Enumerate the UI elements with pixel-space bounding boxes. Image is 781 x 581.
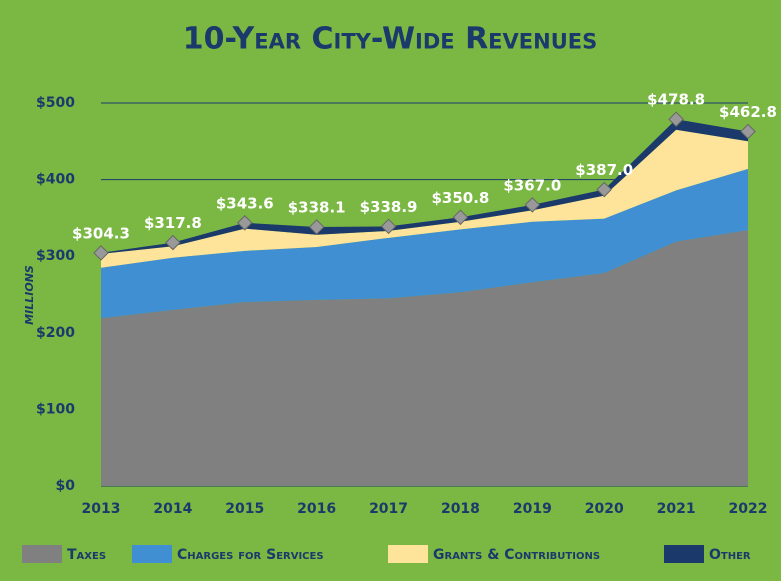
y-tick-label: $0 <box>56 478 76 494</box>
area <box>101 129 748 268</box>
legend-swatch <box>22 545 62 563</box>
x-tick-label: 2016 <box>297 501 336 517</box>
total-marker <box>93 245 109 261</box>
total-marker <box>308 219 325 235</box>
total-label: $462.8 <box>719 103 777 121</box>
total-marker <box>165 234 181 251</box>
total-label: $350.8 <box>431 189 489 207</box>
legend-swatch <box>132 545 172 563</box>
total-label: $367.0 <box>503 176 561 194</box>
total-marker <box>596 181 613 198</box>
y-tick-label: $500 <box>36 95 75 111</box>
total-label: $343.6 <box>216 194 274 212</box>
total-label: $304.3 <box>72 224 130 242</box>
x-tick-label: 2015 <box>225 501 264 517</box>
total-marker <box>452 209 469 226</box>
total-label: $338.1 <box>288 199 346 217</box>
x-tick-label: 2018 <box>441 501 480 517</box>
area <box>101 230 748 486</box>
area <box>101 168 748 319</box>
x-tick-label: 2014 <box>153 501 192 517</box>
y-tick-label: $300 <box>36 248 75 264</box>
y-tick-label: $400 <box>36 172 75 188</box>
total-marker <box>668 111 684 128</box>
total-label: $317.8 <box>144 214 202 232</box>
x-tick-label: 2022 <box>729 501 768 517</box>
total-label: $338.9 <box>360 198 418 216</box>
total-label: $478.8 <box>647 91 705 109</box>
legend-swatch <box>664 545 704 563</box>
x-tick-label: 2021 <box>657 501 696 517</box>
y-tick-label: $200 <box>36 325 75 341</box>
chart-title: 10-Year City-Wide Revenues <box>183 22 597 57</box>
total-label: $387.0 <box>575 161 633 179</box>
x-tick-label: 2017 <box>369 501 408 517</box>
legend-label: Taxes <box>67 547 106 563</box>
total-marker <box>524 197 541 213</box>
legend-label: Grants & Contributions <box>433 547 600 563</box>
y-tick-label: $100 <box>36 401 75 417</box>
x-tick-label: 2013 <box>82 501 121 517</box>
legend-label: Charges for Services <box>177 547 324 563</box>
legend-swatch <box>388 545 428 563</box>
x-tick-label: 2019 <box>513 501 552 517</box>
legend-label: Other <box>709 547 751 563</box>
total-marker <box>380 218 397 235</box>
x-tick-label: 2020 <box>585 501 624 517</box>
total-marker <box>236 215 253 231</box>
total-marker <box>740 123 756 140</box>
y-axis-label: Millions <box>23 265 36 325</box>
